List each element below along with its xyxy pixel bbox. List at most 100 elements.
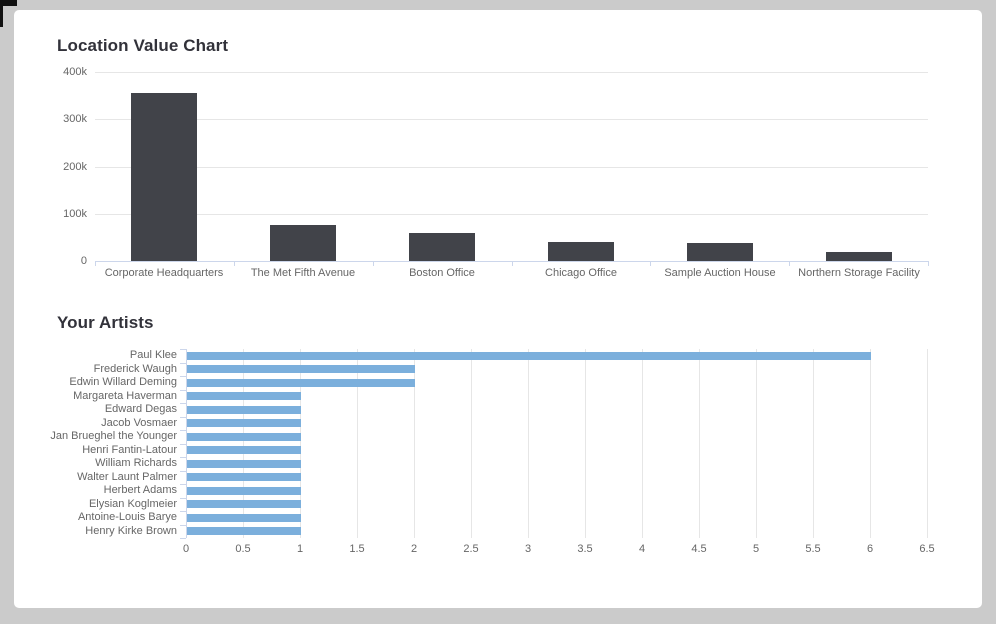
y-axis-category-label: Elysian Koglmeier [88,498,177,510]
artist-bar[interactable] [187,433,301,441]
x-axis-tick-label: 3 [524,543,532,555]
artist-bar[interactable] [187,487,301,495]
location-bar[interactable] [409,233,475,261]
y-axis-category-label: Jan Brueghel the Younger [50,430,177,442]
x-gridline [756,349,757,538]
screen-corner-artifact [0,0,3,27]
x-axis-category-label: Sample Auction House [664,267,776,279]
y-axis-tick [180,363,186,364]
y-axis-category-label: William Richards [95,457,177,469]
artist-bar[interactable] [187,352,871,360]
x-axis-line [95,261,928,262]
x-axis-tick [373,261,374,266]
dashboard-card: Location Value Chart 0 100k 200k 300k 400k Co… [14,10,982,608]
x-axis-tick-label: 4 [638,543,646,555]
y-gridline [95,72,928,73]
x-gridline [414,349,415,538]
y-gridline [95,167,928,168]
artist-bar[interactable] [187,446,301,454]
location-value-chart: 0 100k 200k 300k 400k Corporate Headquarters T… [14,10,982,608]
y-axis-tick [180,403,186,404]
location-bar[interactable] [687,243,753,261]
x-axis-category-label: Boston Office [409,267,475,279]
x-axis-category-label: Corporate Headquarters [104,267,224,279]
y-axis-category-label: Henri Fantin-Latour [82,444,177,456]
x-axis-tick-label: 0.5 [235,543,251,555]
x-axis-tick-label: 4.5 [691,543,707,555]
x-axis-tick-label: 2 [410,543,418,555]
x-axis-category-label: Northern Storage Facility [798,267,920,279]
y-axis-tick-label: 400k [63,66,87,78]
x-axis-tick-label: 1 [296,543,304,555]
x-gridline [243,349,244,538]
x-axis-tick-label: 6 [866,543,874,555]
location-bar[interactable] [826,252,892,261]
x-gridline [471,349,472,538]
x-gridline [300,349,301,538]
artist-bar[interactable] [187,500,301,508]
artist-bar[interactable] [187,365,415,373]
artists-chart-title: Your Artists [57,313,154,332]
y-axis-tick [180,538,186,539]
x-gridline [870,349,871,538]
artist-bar[interactable] [187,473,301,481]
y-axis-tick [180,484,186,485]
artist-bar[interactable] [187,379,415,387]
artist-bar[interactable] [187,419,301,427]
y-axis-tick-label: 300k [63,113,87,125]
y-axis-tick [180,349,186,350]
x-gridline [585,349,586,538]
y-axis-tick [180,444,186,445]
y-axis-category-label: Jacob Vosmaer [101,417,177,429]
y-axis-category-label: Herbert Adams [103,484,177,496]
y-axis-tick [180,376,186,377]
y-axis-line [186,349,187,538]
y-axis-tick-label: 200k [63,161,87,173]
y-axis-category-label: Edward Degas [104,403,177,415]
y-axis-category-label: Antoine-Louis Barye [77,511,177,523]
y-axis-tick [180,498,186,499]
y-axis-tick [180,511,186,512]
x-axis-tick [95,261,96,266]
x-gridline [357,349,358,538]
y-axis-category-label: Frederick Waugh [93,363,177,375]
artist-bar[interactable] [187,514,301,522]
artist-bar[interactable] [187,392,301,400]
location-bar[interactable] [548,242,614,261]
x-axis-tick-label: 3.5 [577,543,593,555]
x-axis-tick-label: 6.5 [919,543,935,555]
screen-corner-artifact [0,0,17,6]
y-axis-tick-label: 100k [63,208,87,220]
y-axis-tick [180,457,186,458]
x-axis-tick [650,261,651,266]
x-axis-tick-label: 5.5 [805,543,821,555]
y-axis-category-label: Edwin Willard Deming [69,376,177,388]
x-gridline [642,349,643,538]
x-gridline [813,349,814,538]
x-axis-tick-label: 0 [182,543,190,555]
y-gridline [95,119,928,120]
artist-bar[interactable] [187,406,301,414]
y-gridline [95,214,928,215]
x-axis-tick [234,261,235,266]
y-axis-tick [180,430,186,431]
location-bar[interactable] [270,225,336,261]
x-axis-tick-label: 2.5 [463,543,479,555]
location-bar[interactable] [131,93,197,261]
x-axis-tick [928,261,929,266]
x-axis-tick-label: 5 [752,543,760,555]
y-axis-tick [180,525,186,526]
x-axis-category-label: The Met Fifth Avenue [250,267,356,279]
x-axis-tick [512,261,513,266]
your-artists-chart: 0 0.5 1 1.5 2 2.5 3 3.5 4 4.5 5 5.5 6 6.5 Paul Klee Fre… [14,10,982,608]
artist-bar[interactable] [187,527,301,535]
y-axis-category-label: Walter Launt Palmer [77,471,177,483]
y-axis-tick-label: 0 [80,255,87,267]
x-axis-category-label: Chicago Office [545,267,617,279]
x-axis-tick-label: 1.5 [349,543,365,555]
artist-bar[interactable] [187,460,301,468]
y-axis-tick [180,471,186,472]
y-axis-tick [180,390,186,391]
x-gridline [927,349,928,538]
